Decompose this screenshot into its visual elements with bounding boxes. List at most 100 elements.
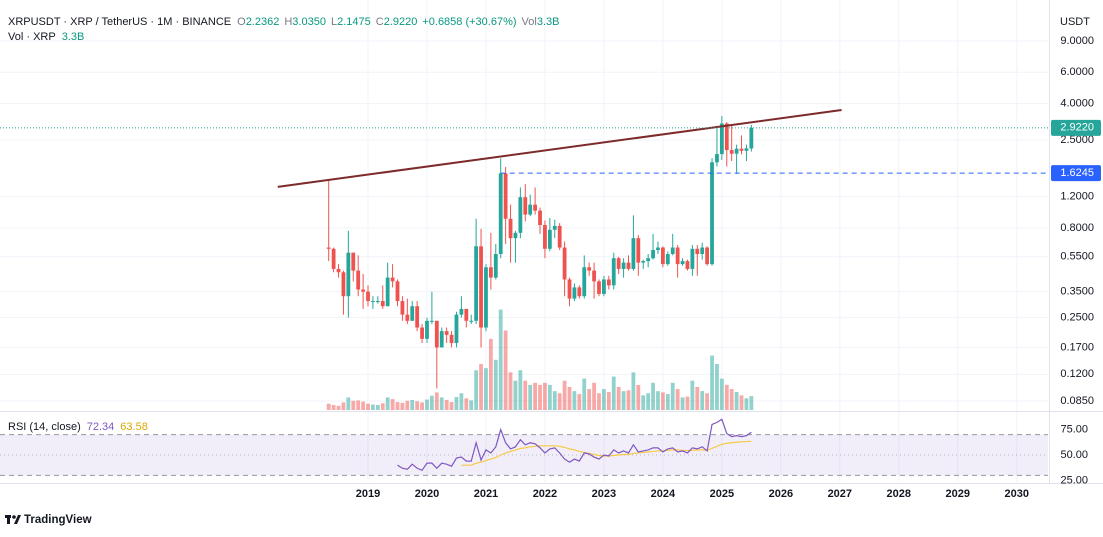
candle-body xyxy=(528,204,533,215)
volume-bar xyxy=(429,395,434,410)
candle-body xyxy=(488,267,493,278)
candle-body xyxy=(690,248,695,269)
volume-bar xyxy=(538,384,542,410)
candle-body xyxy=(336,268,341,273)
volume-bar xyxy=(641,395,646,410)
ohlc-key: L xyxy=(331,16,337,28)
candle-body xyxy=(508,218,513,239)
x-tick-label: 2019 xyxy=(356,488,380,500)
brand-logo: TradingView xyxy=(5,514,92,526)
volume-bar xyxy=(656,391,660,410)
candle-body xyxy=(444,331,449,335)
volume-bar xyxy=(464,398,469,410)
volume-bar xyxy=(552,391,557,410)
volume-bar xyxy=(508,372,513,410)
volume-bar xyxy=(479,363,483,410)
y-tick-label: 0.1200 xyxy=(1060,368,1094,380)
volume-bar xyxy=(597,393,601,410)
candle-body xyxy=(469,320,474,322)
x-tick-label: 2022 xyxy=(533,488,557,500)
candle-body xyxy=(626,262,631,269)
x-tick-label: 2021 xyxy=(474,488,498,500)
candle-body xyxy=(390,277,395,282)
candle-body xyxy=(459,308,464,315)
candle-body xyxy=(656,247,660,251)
volume-bar xyxy=(705,393,710,410)
volume-bar xyxy=(326,403,331,410)
symbol-header: XRPUSDT · XRP / TetherUS · 1M · BINANCE O… xyxy=(8,16,559,28)
candle-body xyxy=(395,281,400,302)
x-tick-label: 2024 xyxy=(651,488,676,500)
volume-bar xyxy=(695,386,700,410)
y-tick-label: 0.3500 xyxy=(1060,286,1094,298)
volume-bar xyxy=(592,382,596,410)
volume-bar xyxy=(523,380,528,410)
candle-body xyxy=(646,258,651,262)
candle-body xyxy=(675,247,680,265)
volume-bar xyxy=(395,402,400,410)
volume-bar xyxy=(346,397,351,410)
candle-body xyxy=(454,314,459,344)
y-tick-label: 9.0000 xyxy=(1060,35,1094,47)
candle-body xyxy=(749,127,754,149)
candle-body xyxy=(385,277,390,307)
volume-bar xyxy=(616,386,621,410)
volume-bar xyxy=(744,398,749,410)
volume-bar xyxy=(700,391,705,410)
candle-body xyxy=(543,225,547,249)
volume-bar xyxy=(400,402,405,410)
volume-bar xyxy=(547,384,552,410)
volume-bar xyxy=(518,370,523,410)
candle-body xyxy=(636,238,641,263)
candle-body xyxy=(592,270,596,282)
volume-bar xyxy=(602,389,606,410)
candle-body xyxy=(552,225,557,230)
symbol: XRPUSDT · XRP / TetherUS · 1M · BINANCE xyxy=(8,16,231,28)
plot-area xyxy=(0,109,1048,476)
volume-bar xyxy=(371,404,375,410)
volume-bar xyxy=(351,400,356,410)
volume-bar xyxy=(562,380,567,410)
x-tick-label: 2029 xyxy=(946,488,970,500)
volume-bar xyxy=(434,392,439,410)
volume-bar xyxy=(651,382,655,410)
candle-body xyxy=(562,247,567,280)
volume-bar xyxy=(636,384,641,410)
candle-body xyxy=(631,238,636,269)
volume-bar xyxy=(474,370,479,410)
candle-body xyxy=(665,254,670,265)
x-tick-label: 2020 xyxy=(415,488,439,500)
volume-bar xyxy=(729,389,734,410)
candle-body xyxy=(405,314,410,321)
candle-body xyxy=(366,291,370,302)
y-tick-label: 6.0000 xyxy=(1060,66,1094,78)
candle-body xyxy=(493,254,498,278)
volume-bar xyxy=(631,372,636,410)
candle-body xyxy=(719,123,724,155)
volume-bar xyxy=(503,330,508,410)
y-tick-label: 0.5500 xyxy=(1060,251,1094,263)
y-tick-label: 4.0000 xyxy=(1060,97,1094,109)
candle-body xyxy=(356,270,361,290)
currency: USDT xyxy=(1060,16,1090,28)
volume-bar xyxy=(680,397,685,410)
volume-bar xyxy=(390,399,395,410)
candle-body xyxy=(498,173,503,255)
rsi-title: RSI (14, close) xyxy=(8,421,81,433)
volume-bar xyxy=(660,392,665,410)
ohlc-key: O xyxy=(237,16,246,28)
candle-body xyxy=(538,210,542,226)
candle-body xyxy=(734,148,739,154)
volume-bar xyxy=(543,382,547,410)
volume-bar xyxy=(484,368,488,410)
y-tick-label: 0.2500 xyxy=(1060,312,1094,324)
volume-bar xyxy=(606,392,611,410)
candle-body xyxy=(557,225,562,248)
candle-body xyxy=(518,197,523,233)
ohlc-key: H xyxy=(284,16,292,28)
candle-body xyxy=(587,267,592,271)
volume-bar xyxy=(528,384,533,410)
volume-bar xyxy=(719,378,724,410)
volume-bar xyxy=(380,403,385,410)
volume-bar xyxy=(734,392,739,410)
